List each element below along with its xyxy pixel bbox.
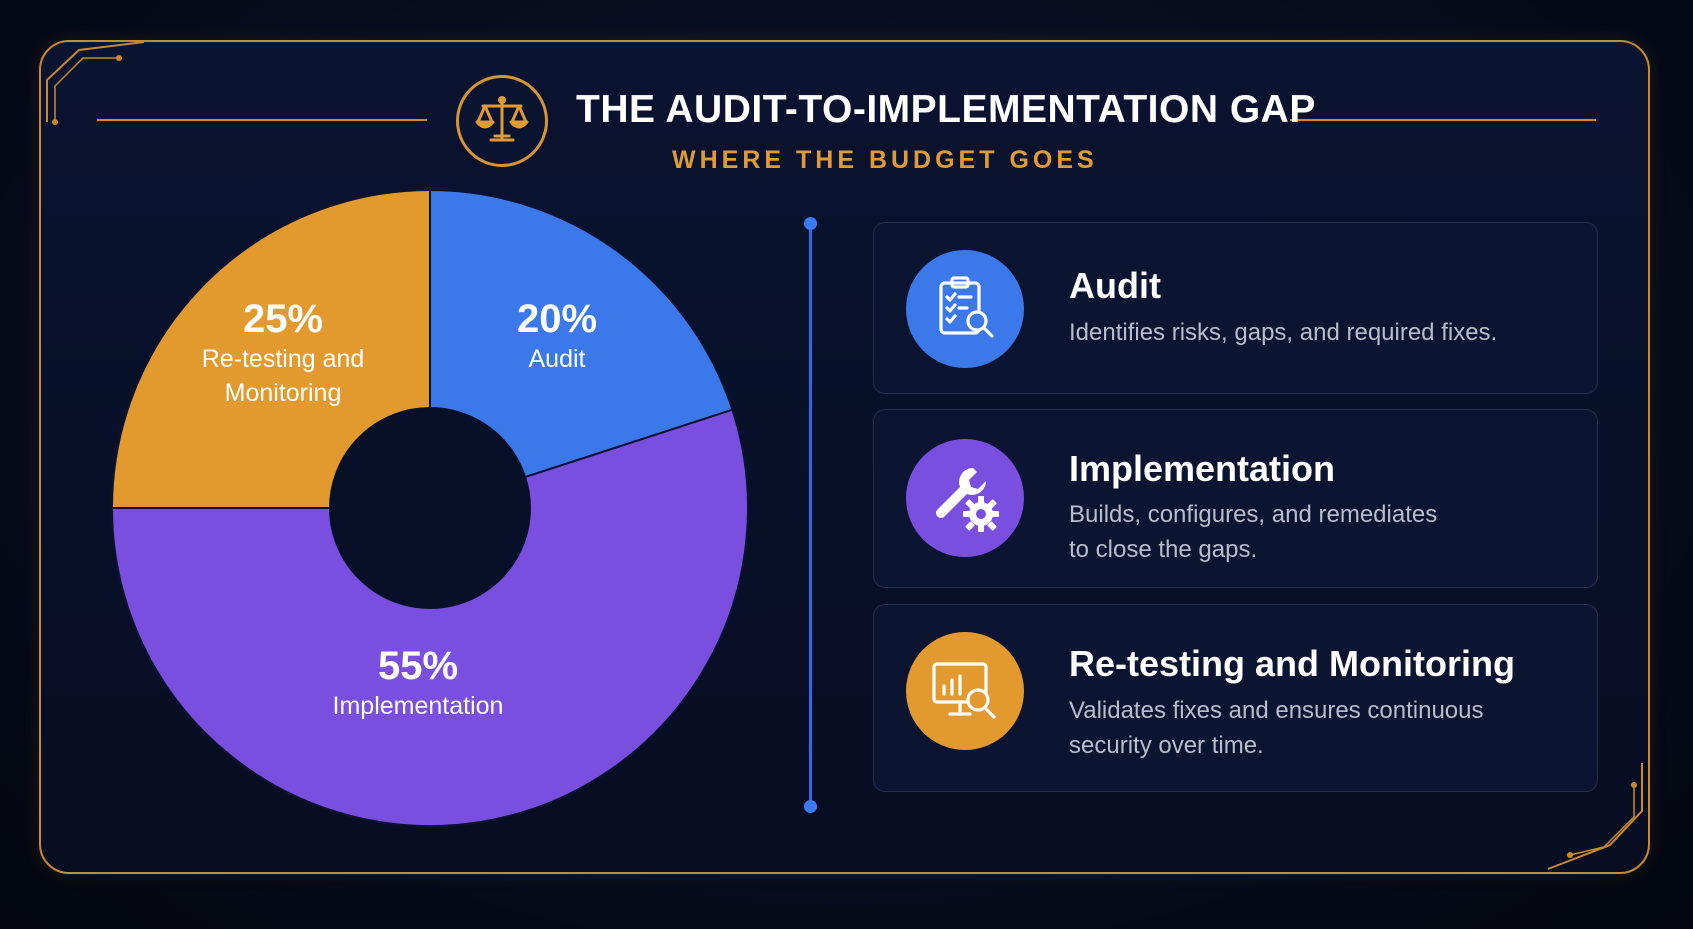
slice-percent-retesting: 25% (242, 297, 324, 341)
card-title-implementation: Implementation (1069, 448, 1336, 489)
wrench-gear-icon (906, 439, 1024, 557)
slice-percent-audit: 20% (516, 297, 598, 341)
card-implementation: Implementation Builds, configures, and r… (873, 409, 1598, 588)
card-title-retesting-monitoring: Re-testing and Monitoring (1069, 643, 1515, 684)
card-desc-implementation-line1: Builds, configures, and remediates (1069, 501, 1438, 528)
page-title: THE AUDIT-TO-IMPLEMENTATION GAP (576, 88, 1316, 131)
card-desc-retesting-line1: Validates fixes and ensures continuous (1069, 697, 1484, 724)
header-divider-right (1290, 119, 1596, 121)
divider-dot-top (804, 217, 817, 230)
scales-of-justice-icon (456, 75, 548, 167)
slice-label-implementation: 55% Implementation (333, 643, 504, 723)
donut-hole (330, 408, 530, 608)
card-retesting-monitoring: Re-testing and Monitoring Validates fixe… (873, 604, 1598, 792)
card-desc-audit: Identifies risks, gaps, and required fix… (1069, 319, 1498, 346)
slice-percent-implementation: 55% (377, 644, 459, 688)
page-subtitle: WHERE THE BUDGET GOES (672, 146, 1098, 174)
header-divider-left (97, 119, 427, 121)
slice-label-retesting: 25% Re-testing and Monitoring (202, 296, 365, 410)
slice-label-audit: 20% Audit (517, 296, 597, 376)
card-desc-implementation-line2: to close the gaps. (1069, 536, 1258, 563)
card-title-audit: Audit (1069, 265, 1161, 306)
clipboard-checklist-search-icon (906, 250, 1024, 368)
monitor-chart-search-icon (906, 632, 1024, 750)
slice-name-implementation: Implementation (332, 692, 504, 720)
divider-dot-bottom (804, 800, 817, 813)
vertical-divider (809, 224, 812, 807)
card-audit: Audit Identifies risks, gaps, and requir… (873, 222, 1598, 394)
card-desc-retesting-line2: security over time. (1069, 732, 1264, 759)
slice-name-retesting-line2: Monitoring (224, 379, 342, 407)
slice-name-retesting-line1: Re-testing and (201, 345, 365, 373)
slice-name-audit: Audit (528, 345, 586, 373)
